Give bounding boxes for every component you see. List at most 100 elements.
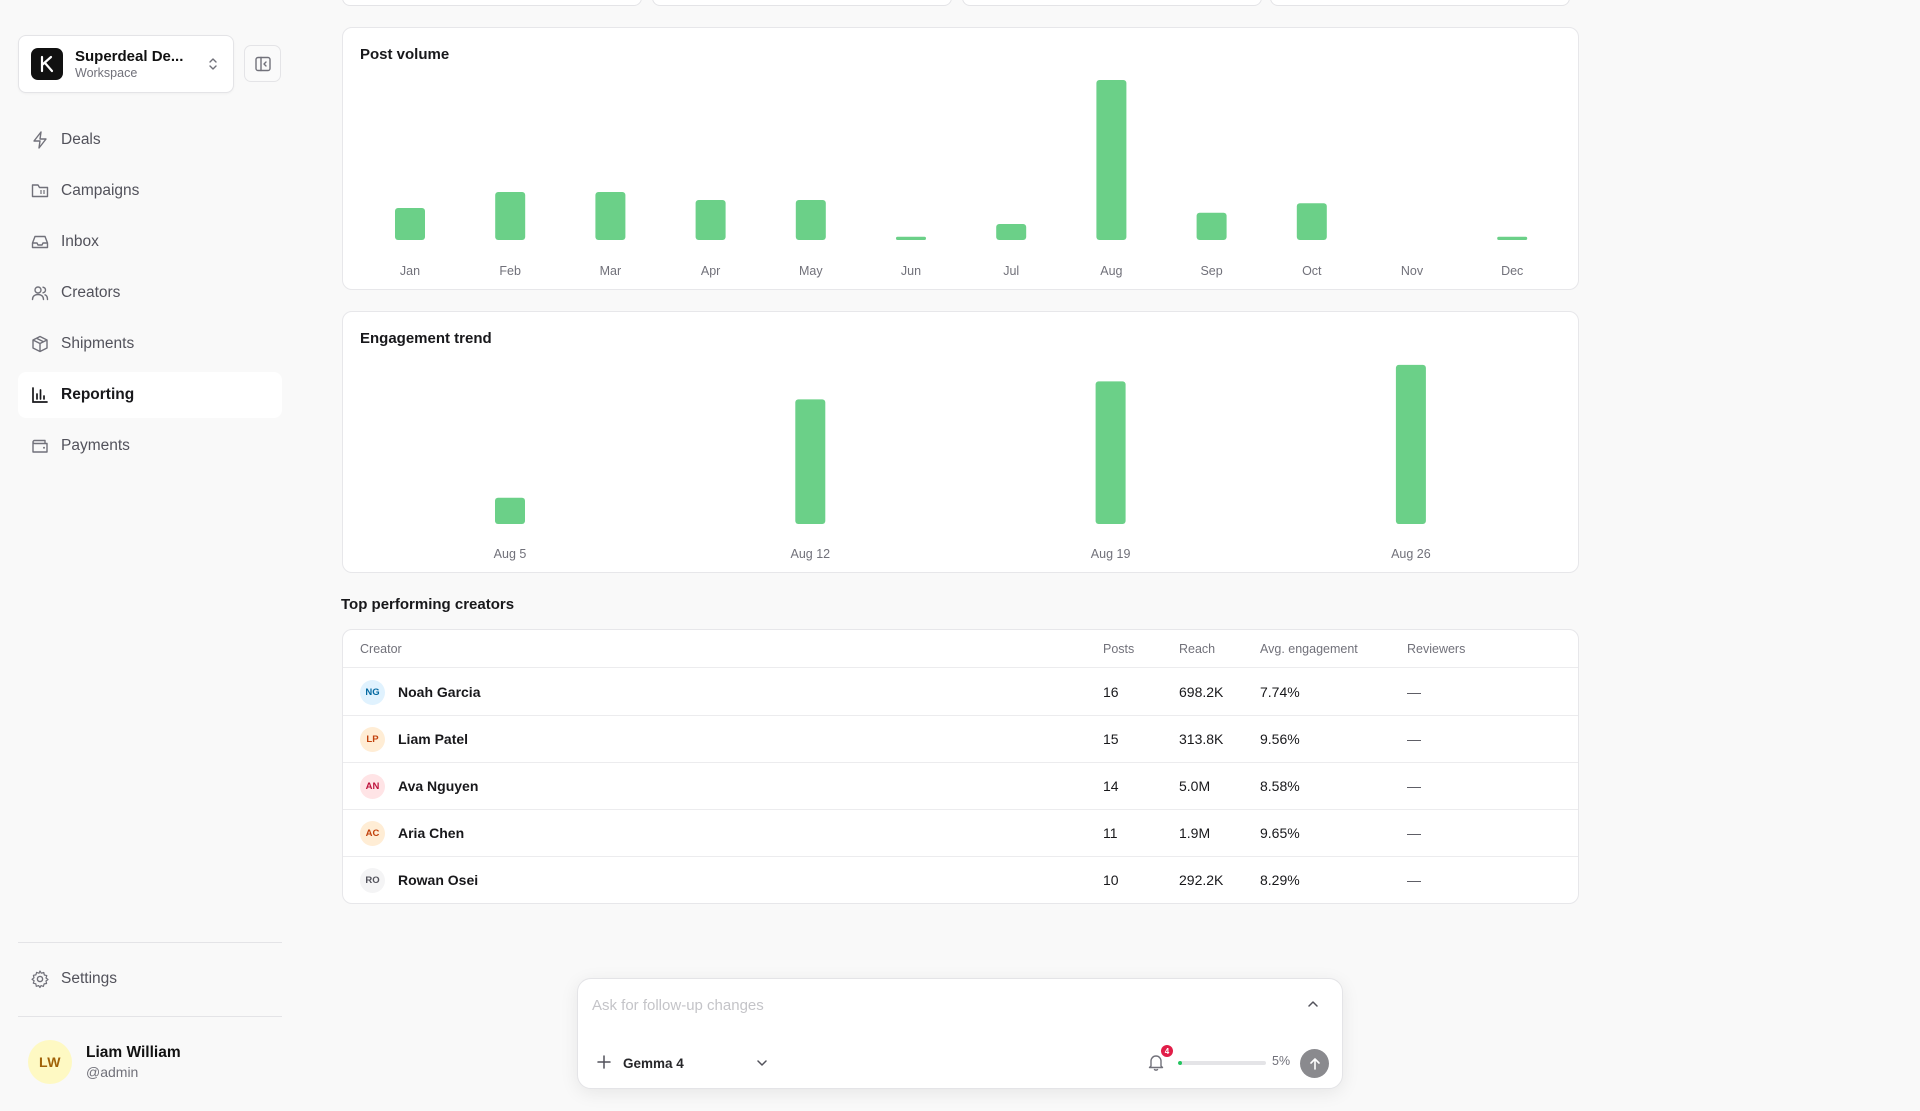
avatar: NG bbox=[360, 680, 385, 705]
sidebar-item-label: Deals bbox=[61, 131, 101, 148]
table-row[interactable]: LP Liam Patel 15 313.8K 9.56% — bbox=[343, 716, 1578, 763]
x-tick-label: Aug bbox=[1100, 264, 1122, 278]
avatar: LW bbox=[28, 1040, 72, 1084]
chart-bar[interactable] bbox=[896, 236, 926, 240]
sidebar-panel-icon bbox=[254, 56, 271, 71]
x-tick-label: Aug 12 bbox=[790, 547, 830, 561]
chart-bar[interactable] bbox=[1095, 381, 1126, 524]
column-header-reviewers[interactable]: Reviewers bbox=[1407, 642, 1466, 656]
model-label: Gemma 4 bbox=[623, 1055, 684, 1071]
sidebar-collapse-button[interactable] bbox=[244, 45, 281, 82]
x-tick-label: Apr bbox=[701, 264, 720, 278]
post-volume-chart: Jan Feb Mar Apr May Jun Jul Aug Sep Oct Nov Dec bbox=[395, 80, 1528, 278]
column-header-reach[interactable]: Reach bbox=[1179, 642, 1216, 656]
posts-cell: 11 bbox=[1103, 825, 1118, 841]
creator-name: Noah Garcia bbox=[398, 684, 481, 700]
engagement-cell: 9.65% bbox=[1260, 825, 1300, 841]
send-button[interactable] bbox=[1300, 1049, 1329, 1078]
reviewers-cell: — bbox=[1407, 684, 1421, 700]
stat-card bbox=[962, 0, 1262, 6]
post-volume-card: Post volume Jan Feb Mar Apr May Jun Jul Aug Sep O… bbox=[342, 27, 1579, 290]
plus-icon[interactable] bbox=[595, 1053, 613, 1071]
chart-bar[interactable] bbox=[795, 399, 826, 524]
chat-composer: Gemma 4 4 5% bbox=[577, 978, 1343, 1089]
table-row[interactable]: NG Noah Garcia 16 698.2K 7.74% — bbox=[343, 669, 1578, 716]
x-tick-label: Dec bbox=[1501, 264, 1523, 278]
avatar: RO bbox=[360, 868, 385, 893]
chart-bar[interactable] bbox=[996, 224, 1027, 240]
sidebar-item-shipments[interactable]: Shipments bbox=[18, 321, 282, 367]
folder-calendar-icon bbox=[31, 184, 49, 198]
user-profile[interactable]: LW Liam William @admin bbox=[28, 1040, 181, 1084]
sidebar-item-campaigns[interactable]: Campaigns bbox=[18, 168, 282, 214]
reach-cell: 698.2K bbox=[1179, 684, 1224, 700]
sidebar-item-label: Campaigns bbox=[61, 182, 140, 199]
table-row[interactable]: AN Ava Nguyen 14 5.0M 8.58% — bbox=[343, 763, 1578, 810]
table-row[interactable]: AC Aria Chen 11 1.9M 9.65% — bbox=[343, 810, 1578, 857]
wallet-icon bbox=[32, 439, 48, 453]
creator-name: Ava Nguyen bbox=[398, 778, 479, 794]
sidebar-item-creators[interactable]: Creators bbox=[18, 270, 282, 316]
engagement-trend-card: Engagement trend Aug 5 Aug 12 Aug 19 Aug 26 bbox=[342, 311, 1579, 573]
chart-bar[interactable] bbox=[1196, 212, 1227, 240]
chart-bar[interactable] bbox=[795, 200, 826, 240]
engagement-cell: 8.58% bbox=[1260, 778, 1300, 794]
chevron-up-down-icon bbox=[209, 58, 217, 70]
sidebar-item-reporting[interactable]: Reporting bbox=[18, 372, 282, 418]
sidebar-item-payments[interactable]: Payments bbox=[18, 423, 282, 469]
bell-icon[interactable] bbox=[1146, 1052, 1166, 1072]
creator-name: Rowan Osei bbox=[398, 872, 479, 888]
workspace-subtitle: Workspace bbox=[75, 66, 138, 80]
chart-bar[interactable] bbox=[695, 200, 726, 240]
x-tick-label: Jul bbox=[1003, 264, 1019, 278]
chart-bar[interactable] bbox=[495, 497, 525, 524]
chart-bar[interactable] bbox=[495, 192, 526, 240]
sidebar-item-settings[interactable]: Settings bbox=[18, 956, 282, 1002]
reviewers-cell: — bbox=[1407, 872, 1421, 888]
sidebar-divider bbox=[18, 942, 282, 943]
creator-name: Liam Patel bbox=[398, 731, 469, 747]
x-tick-label: Jun bbox=[901, 264, 921, 278]
follow-up-input[interactable] bbox=[592, 993, 1272, 1017]
bolt-icon bbox=[33, 131, 47, 149]
creators-table: Creator Posts Reach Avg. engagement Revi… bbox=[342, 629, 1579, 904]
x-tick-label: Mar bbox=[600, 264, 622, 278]
posts-cell: 10 bbox=[1103, 872, 1119, 888]
avatar: LP bbox=[360, 727, 385, 752]
column-header-creator[interactable]: Creator bbox=[360, 642, 402, 656]
sidebar-item-label: Settings bbox=[61, 970, 118, 987]
chart-bar[interactable] bbox=[1497, 236, 1528, 240]
bar-chart-icon bbox=[32, 387, 48, 403]
sidebar-item-label: Payments bbox=[61, 437, 130, 454]
reviewers-cell: — bbox=[1407, 731, 1421, 747]
chevron-down-icon bbox=[757, 1060, 767, 1066]
chart-bar[interactable] bbox=[595, 192, 626, 240]
chart-bar[interactable] bbox=[395, 208, 425, 240]
engagement-cell: 7.74% bbox=[1260, 684, 1300, 700]
avatar: AC bbox=[360, 821, 385, 846]
usage-progress-fill bbox=[1178, 1061, 1183, 1065]
model-select[interactable]: Gemma 4 bbox=[623, 1051, 771, 1075]
table-row[interactable]: RO Rowan Osei 10 292.2K 8.29% — bbox=[343, 857, 1578, 903]
reach-cell: 292.2K bbox=[1179, 872, 1224, 888]
stat-card bbox=[652, 0, 952, 6]
sidebar-item-inbox[interactable]: Inbox bbox=[18, 219, 282, 265]
column-header-posts[interactable]: Posts bbox=[1103, 642, 1135, 656]
chart-bar[interactable] bbox=[1096, 80, 1127, 240]
sidebar: Superdeal De... Workspace Deals Campaign… bbox=[0, 0, 300, 1111]
usage-progress-bar bbox=[1178, 1061, 1266, 1065]
chevron-up-icon[interactable] bbox=[1304, 995, 1322, 1013]
sidebar-item-label: Inbox bbox=[61, 233, 99, 250]
x-tick-label: Oct bbox=[1302, 264, 1322, 278]
chart-bar[interactable] bbox=[1395, 364, 1426, 524]
usage-progress-label: 5% bbox=[1272, 1054, 1291, 1068]
workspace-switcher[interactable]: Superdeal De... Workspace bbox=[18, 35, 234, 93]
x-tick-label: Sep bbox=[1200, 264, 1222, 278]
posts-cell: 14 bbox=[1103, 778, 1119, 794]
sidebar-item-deals[interactable]: Deals bbox=[18, 117, 282, 163]
reach-cell: 313.8K bbox=[1179, 731, 1224, 747]
column-header-avg-engagement[interactable]: Avg. engagement bbox=[1260, 642, 1358, 656]
engagement-cell: 8.29% bbox=[1260, 872, 1300, 888]
chart-bar[interactable] bbox=[1296, 203, 1327, 240]
stat-card bbox=[342, 0, 642, 6]
